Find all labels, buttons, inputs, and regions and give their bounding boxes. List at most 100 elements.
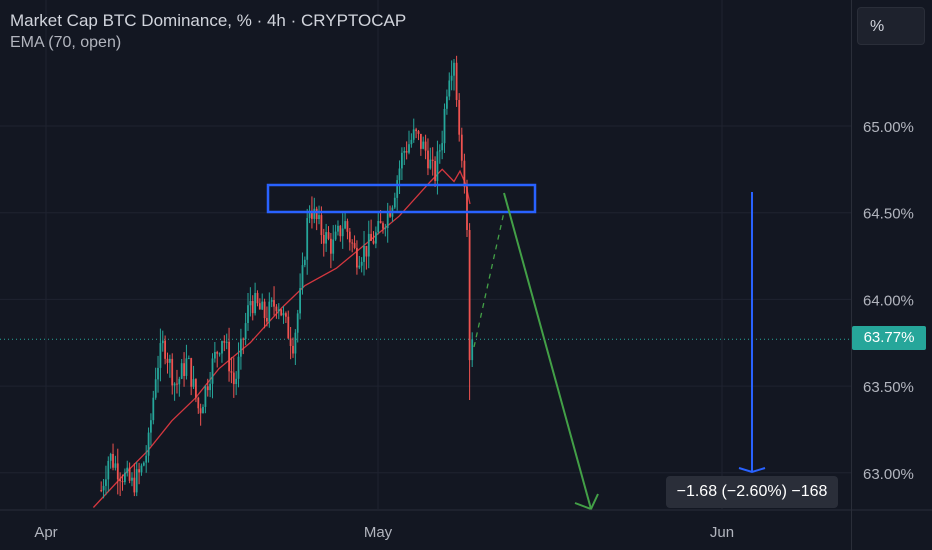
candle	[211, 358, 214, 384]
candle	[330, 238, 332, 254]
candle	[190, 358, 193, 387]
candle	[171, 358, 174, 386]
candle	[405, 151, 408, 153]
grid	[0, 0, 851, 509]
candle	[242, 338, 245, 340]
candle	[128, 467, 131, 481]
candle	[237, 356, 240, 379]
candle	[396, 180, 399, 198]
candle	[453, 62, 455, 76]
candle	[301, 265, 304, 289]
candle	[420, 133, 422, 149]
candle	[192, 379, 195, 387]
candle	[318, 215, 320, 219]
candle	[232, 372, 235, 385]
candle	[126, 467, 129, 473]
candle	[356, 247, 358, 268]
candle	[424, 141, 427, 151]
candle	[204, 386, 207, 407]
chart-title[interactable]: Market Cap BTC Dominance, % · 4h · CRYPT…	[10, 11, 407, 30]
indicator-label[interactable]: EMA (70, open)	[10, 34, 122, 51]
ema-line	[92, 168, 471, 508]
candle	[266, 318, 268, 322]
candle	[299, 288, 301, 314]
y-tick-label: 65.00%	[863, 119, 914, 136]
candle	[379, 221, 382, 224]
candle	[268, 301, 271, 322]
last-price-tag: 63.77%	[852, 326, 926, 350]
measure-label[interactable]: −1.68 (−2.60%) −168	[666, 476, 838, 508]
candle	[367, 233, 370, 257]
candle	[195, 379, 197, 398]
candle	[434, 161, 436, 181]
candle	[183, 363, 185, 376]
candle	[285, 313, 287, 317]
candle	[346, 221, 349, 232]
candle	[403, 151, 406, 153]
candle	[154, 379, 157, 398]
arrow-head	[574, 493, 599, 511]
y-tick-label: 63.50%	[863, 379, 914, 396]
candle	[161, 340, 164, 344]
candle	[249, 301, 252, 306]
candle	[275, 306, 278, 312]
drawings	[266, 183, 766, 511]
candle	[436, 151, 439, 181]
candle	[398, 168, 401, 181]
candle	[393, 197, 396, 208]
candle	[458, 100, 461, 135]
candle	[308, 210, 311, 219]
candle	[277, 309, 280, 312]
candle	[460, 134, 463, 161]
candle	[292, 345, 294, 354]
candle	[337, 225, 339, 232]
candle	[296, 313, 299, 333]
candle	[422, 141, 425, 149]
candle	[401, 152, 403, 169]
percent-scale-button[interactable]: %	[857, 7, 925, 45]
candle	[408, 144, 410, 153]
candle	[121, 481, 124, 483]
candle	[427, 150, 429, 169]
candle	[306, 218, 309, 260]
candle	[216, 352, 219, 354]
candle	[173, 383, 176, 386]
chart-legend: Market Cap BTC Dominance, % · 4h · CRYPT…	[10, 10, 406, 54]
candle	[185, 358, 188, 376]
candle	[209, 383, 211, 391]
candle	[412, 129, 415, 140]
candle	[124, 472, 126, 483]
candle	[466, 186, 468, 230]
candle	[455, 62, 458, 100]
candle	[348, 231, 351, 243]
candle	[438, 150, 441, 152]
projection-dashed-line	[473, 211, 505, 348]
x-tick-label: May	[364, 524, 393, 541]
candle	[180, 363, 183, 379]
candle	[112, 454, 114, 468]
projection-arrow	[503, 192, 592, 510]
candle	[287, 316, 290, 339]
y-tick-label: 64.50%	[863, 206, 914, 223]
y-tick-label: 64.00%	[863, 292, 914, 309]
candle	[169, 358, 171, 363]
candle	[223, 341, 226, 343]
candle	[334, 231, 337, 240]
candle	[135, 469, 138, 493]
candle	[254, 293, 256, 314]
candle	[140, 465, 143, 473]
candle	[178, 378, 181, 385]
candle	[289, 338, 292, 346]
candle	[150, 420, 152, 433]
candle	[199, 408, 202, 414]
resistance-zone	[266, 183, 537, 214]
candle	[377, 221, 380, 233]
candle	[410, 139, 413, 145]
candle	[107, 460, 110, 480]
candle	[372, 240, 375, 244]
candle	[351, 242, 354, 244]
candle	[147, 432, 150, 456]
candle	[218, 353, 221, 355]
